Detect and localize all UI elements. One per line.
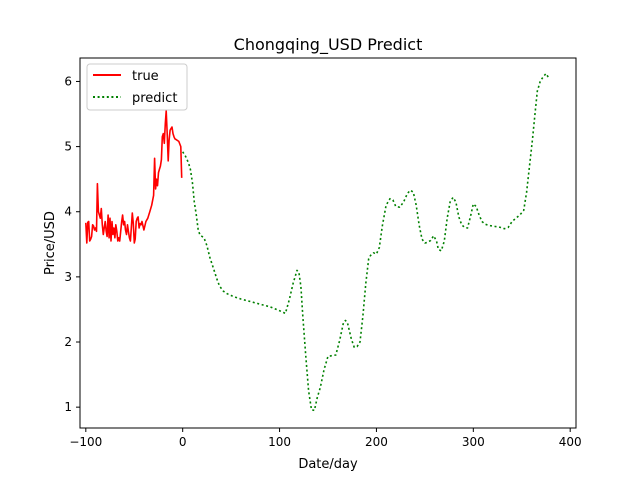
x-axis: −100 0 100 200 300 400	[69, 428, 582, 449]
y-tick-label: 5	[64, 140, 72, 154]
y-tick-label: 4	[64, 205, 72, 219]
x-tick-label: 0	[179, 435, 187, 449]
series-line-true	[85, 110, 183, 244]
legend: true predict	[86, 63, 188, 111]
x-tick-label: 100	[268, 435, 291, 449]
y-tick-label: 1	[64, 400, 72, 414]
y-tick-label: 3	[64, 270, 72, 284]
x-axis-label: Date/day	[298, 457, 358, 472]
legend-true-label: true	[132, 69, 159, 84]
chart-title: Chongqing_USD Predict	[234, 35, 423, 55]
x-tick-label: 400	[559, 435, 582, 449]
legend-predict-label: predict	[132, 91, 177, 106]
y-tick-label: 2	[64, 335, 72, 349]
x-tick-label: 300	[462, 435, 485, 449]
y-axis: 1 2 3 4 5 6	[64, 74, 80, 414]
x-tick-label: −100	[69, 435, 102, 449]
y-tick-label: 6	[64, 74, 72, 88]
y-axis-label: Price/USD	[43, 211, 58, 275]
plot-area-frame	[79, 57, 577, 429]
x-tick-label: 200	[365, 435, 388, 449]
